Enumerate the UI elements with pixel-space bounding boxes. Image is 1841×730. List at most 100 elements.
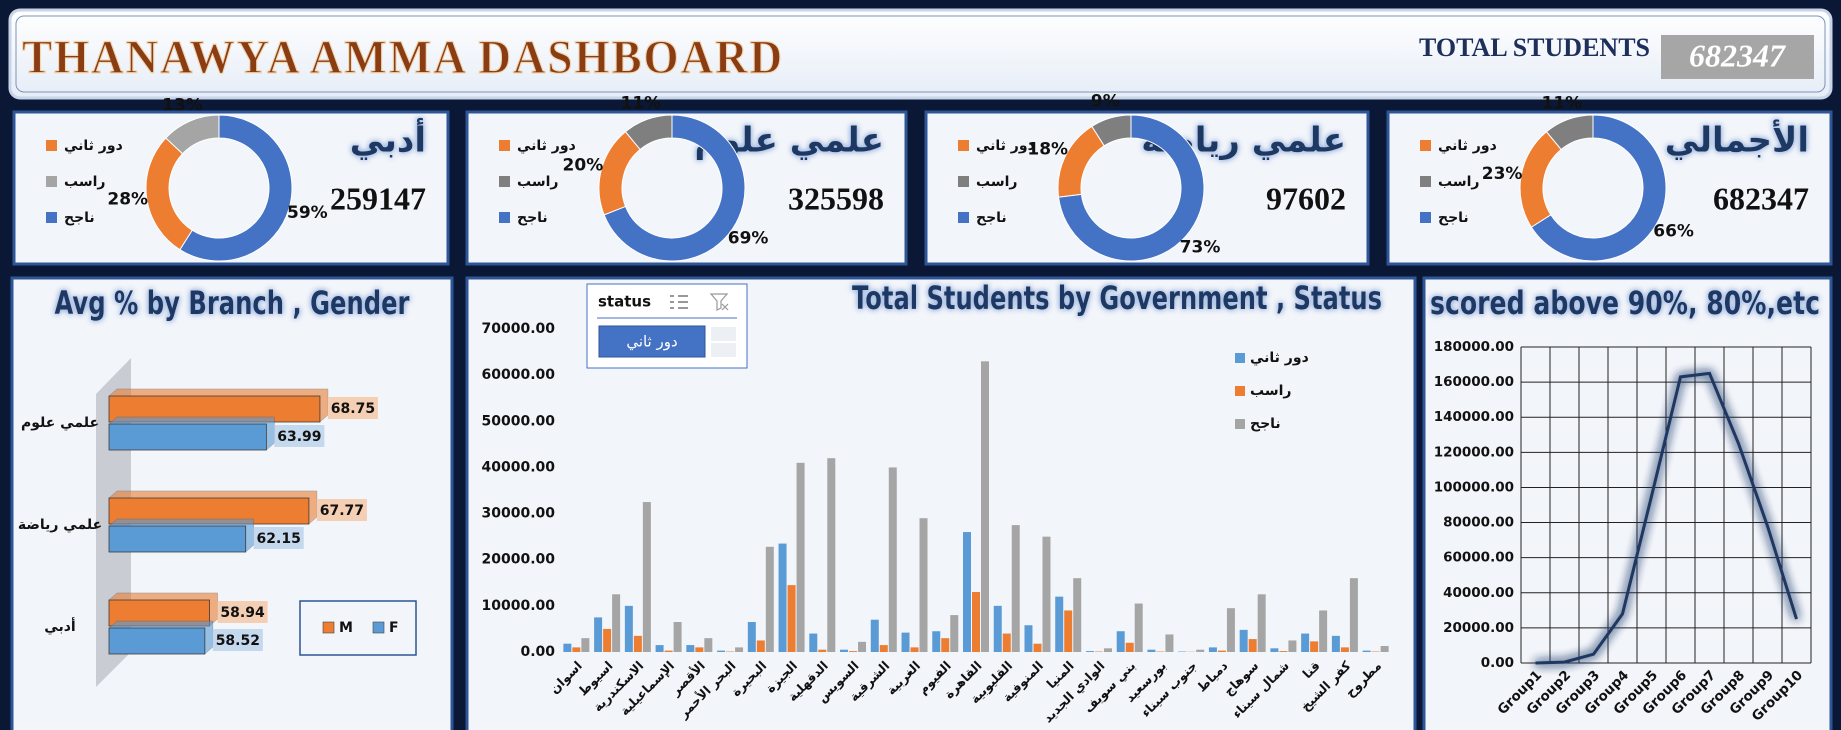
y-tick-label: 20000.00 — [481, 552, 555, 568]
legend-swatch — [46, 176, 57, 187]
legend-label: دور ثاني — [976, 138, 1035, 154]
bar — [1002, 633, 1011, 652]
bar — [1125, 642, 1134, 652]
legend-label: دور ثاني — [517, 138, 576, 154]
chart-title: scored above 90%, 80%,etc — [1430, 284, 1820, 322]
donut-segment — [165, 114, 220, 155]
slicer-item-label[interactable]: دور ثاني — [626, 333, 677, 352]
legend-label: راسب — [976, 174, 1017, 190]
y-tick-label: 40000.00 — [1443, 585, 1514, 601]
bar — [563, 643, 572, 652]
donut-label: 11% — [620, 93, 661, 113]
bar — [849, 651, 858, 652]
slicer-item[interactable] — [598, 325, 706, 358]
bar — [695, 647, 704, 652]
bar — [809, 633, 818, 652]
category-label: علمي علوم — [21, 415, 99, 431]
data-label-box — [316, 499, 367, 521]
donut-label: 69% — [728, 229, 769, 249]
bar — [858, 641, 867, 652]
slicer-scroll — [711, 327, 736, 341]
data-label-box — [274, 425, 325, 447]
bar — [1239, 629, 1248, 652]
bar — [1134, 603, 1143, 652]
legend-label: M — [339, 620, 353, 636]
bar — [1055, 596, 1064, 652]
legend-swatch — [499, 212, 510, 223]
legend-label: ناجح — [976, 210, 1007, 226]
bar — [1196, 649, 1205, 652]
bar — [879, 645, 888, 652]
bar — [818, 649, 827, 652]
bar — [901, 632, 910, 652]
bar — [664, 650, 673, 652]
data-label: 68.75 — [331, 401, 375, 417]
bar — [796, 462, 805, 652]
bar — [1064, 610, 1073, 652]
donut-label: 73% — [1180, 238, 1221, 258]
kpi-total: 259147 — [330, 180, 426, 216]
data-label-box — [212, 629, 263, 651]
donut-segment — [624, 114, 673, 151]
kpi-total: 682347 — [1713, 180, 1809, 216]
bar — [1208, 647, 1217, 652]
bar — [993, 605, 1002, 652]
legend-box — [299, 600, 417, 656]
y-tick-label: 100000.00 — [1434, 479, 1514, 495]
y-tick-label: 50000.00 — [481, 413, 555, 429]
bar — [1380, 646, 1389, 652]
legend-swatch — [1420, 212, 1431, 223]
bar — [108, 627, 206, 655]
legend-label: ناجح — [64, 210, 95, 226]
bar — [1310, 641, 1319, 652]
data-label: 67.77 — [320, 503, 364, 519]
data-label-box — [253, 527, 304, 549]
donut-label: 66% — [1653, 221, 1694, 241]
bar — [1085, 651, 1094, 652]
donut-label: 11% — [1541, 93, 1582, 113]
bar — [108, 423, 267, 451]
y-tick-label: 70000.00 — [481, 321, 555, 337]
y-tick-label: 0.00 — [1481, 655, 1514, 671]
y-tick-label: 160000.00 — [1434, 374, 1514, 390]
bar — [1033, 643, 1042, 652]
data-label: 63.99 — [277, 429, 321, 445]
y-tick-label: 180000.00 — [1434, 339, 1514, 355]
y-tick-label: 30000.00 — [481, 506, 555, 522]
data-label: 62.15 — [257, 531, 301, 547]
legend-swatch — [958, 212, 969, 223]
legend-label: دور ثاني — [64, 138, 123, 154]
data-label: 58.94 — [220, 605, 265, 621]
bar — [932, 631, 941, 652]
bar — [1042, 536, 1051, 652]
legend-swatch — [499, 140, 510, 151]
donut-segment — [1530, 114, 1667, 262]
bar — [972, 592, 980, 652]
y-tick-label: 10000.00 — [481, 598, 555, 614]
legend-swatch — [322, 621, 335, 634]
data-label-box — [217, 601, 268, 623]
bar — [594, 617, 603, 652]
bar — [624, 605, 633, 652]
bar — [1362, 650, 1371, 652]
bar — [941, 638, 950, 652]
bar — [603, 628, 612, 652]
category-label: أدبي — [44, 617, 75, 635]
donut-segment — [1091, 114, 1132, 147]
bar — [778, 543, 787, 652]
bar — [1217, 650, 1226, 652]
bar — [686, 645, 695, 652]
legend-swatch — [46, 212, 57, 223]
bar — [1257, 594, 1266, 652]
bar — [919, 518, 928, 652]
legend-label: دور ثاني — [1250, 350, 1309, 366]
legend-swatch — [1420, 176, 1431, 187]
kpi-total: 97602 — [1266, 180, 1346, 216]
y-tick-label: 140000.00 — [1434, 409, 1514, 425]
legend-label: ناجح — [1438, 210, 1469, 226]
multi-select-icon — [670, 295, 688, 309]
donut-segment — [1058, 114, 1205, 262]
bar — [981, 361, 989, 652]
slicer-scroll — [711, 343, 736, 357]
